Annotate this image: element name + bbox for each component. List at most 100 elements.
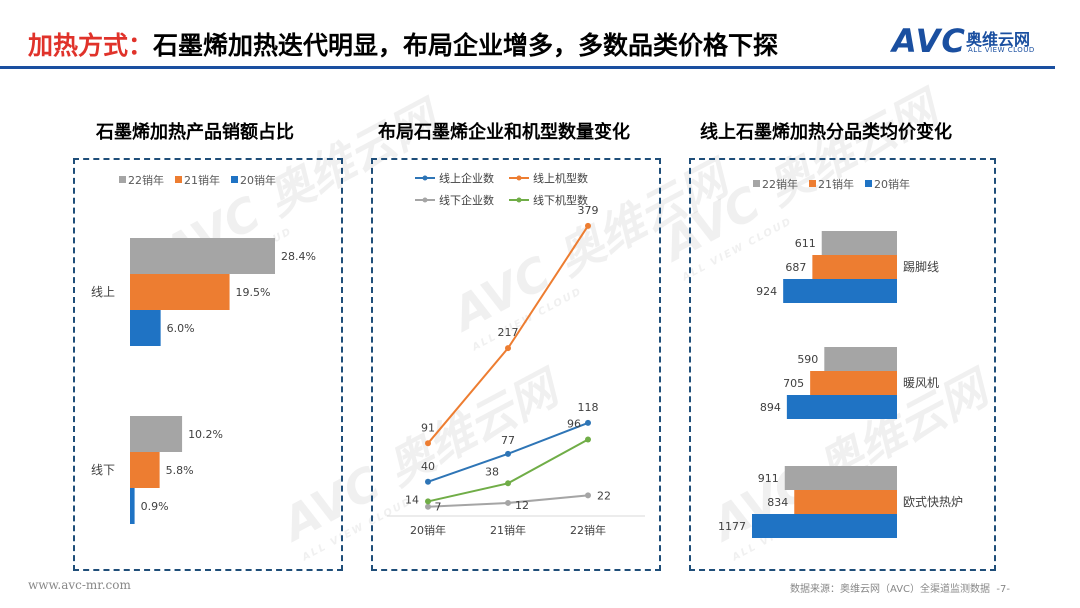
data-label: 96 <box>567 418 581 431</box>
data-label: 40 <box>421 460 435 473</box>
data-label: 7 <box>435 501 442 514</box>
legend-label: 线上机型数 <box>533 171 588 185</box>
data-label: 19.5% <box>236 286 271 299</box>
legend-label: 线下机型数 <box>533 193 588 207</box>
data-label: 834 <box>767 496 788 509</box>
legend-label: 21销年 <box>184 173 220 187</box>
data-label: 14 <box>405 493 419 506</box>
category-label: 暖风机 <box>903 376 939 390</box>
data-point <box>425 478 431 485</box>
legend-swatch <box>231 176 238 183</box>
bar <box>130 452 160 488</box>
bar <box>786 395 897 419</box>
data-label: 590 <box>797 353 818 366</box>
data-label: 0.9% <box>141 500 169 513</box>
data-label: 6.0% <box>167 322 195 335</box>
data-point <box>505 480 511 487</box>
legend-label: 22销年 <box>128 173 164 187</box>
x-tick-label: 20销年 <box>410 523 446 537</box>
bar <box>130 416 183 452</box>
legend-swatch <box>175 176 182 183</box>
data-label: 118 <box>578 401 599 414</box>
source-text: 数据来源：奥维云网（AVC）全渠道监测数据 <box>790 584 991 595</box>
data-label: 687 <box>785 261 806 274</box>
data-point <box>505 345 511 352</box>
chart1-panel: 22销年 21销年 20销年线上 28.4% 19.5% 6.0% 线下 10.2% 5.8% 0… <box>73 158 343 571</box>
data-point <box>585 436 591 443</box>
avc-logo: AVC 奥维云网 ALL VIEW CLOUD <box>892 22 1057 62</box>
chart3-title: 线上石墨烯加热分品类均价变化 <box>700 122 952 143</box>
bar <box>812 255 897 279</box>
legend-marker <box>422 197 428 203</box>
page-number: -7- <box>996 584 1010 595</box>
chart1-title: 石墨烯加热产品销额占比 <box>96 122 294 143</box>
chart2-panel: 线上企业数 线上机型数 线下企业数 线下机型数 20销年 21销年 22销年 40 77 118 9… <box>371 158 661 571</box>
data-label: 911 <box>758 472 779 485</box>
data-label: 894 <box>760 401 781 414</box>
bar <box>821 231 897 255</box>
data-label: 28.4% <box>281 250 316 263</box>
title-prefix: 加热方式： <box>28 31 154 60</box>
legend-swatch <box>119 176 126 183</box>
logo-cn: 奥维云网 <box>966 30 1031 49</box>
data-point <box>585 492 591 499</box>
legend-label: 21销年 <box>818 177 854 191</box>
legend-label: 线下企业数 <box>439 193 494 207</box>
category-label: 踢脚线 <box>903 259 939 274</box>
category-label: 欧式快热炉 <box>903 495 963 509</box>
footer-url[interactable]: www.avc-mr.com <box>28 578 131 592</box>
data-point <box>425 440 431 447</box>
data-label: 12 <box>515 499 529 512</box>
legend-swatch <box>809 180 816 187</box>
x-tick-label: 22销年 <box>570 523 606 537</box>
bar <box>130 274 230 310</box>
data-label: 38 <box>485 465 499 478</box>
legend-marker <box>516 175 522 181</box>
legend-label: 20销年 <box>874 177 910 191</box>
legend-marker <box>516 197 522 203</box>
data-point <box>505 499 511 506</box>
bar <box>784 466 897 490</box>
series-line <box>427 438 589 503</box>
bar <box>810 371 897 395</box>
category-label: 线下 <box>91 463 115 477</box>
chart3-panel: 22销年 21销年 20销年踢脚线 611 687 924 暖风机 590 705 894 欧式快热… <box>689 158 996 571</box>
bar <box>824 347 897 371</box>
legend-swatch <box>865 180 872 187</box>
footer-source: 数据来源：奥维云网（AVC）全渠道监测数据 -7- <box>790 580 1010 595</box>
data-point <box>585 419 591 426</box>
data-label: 611 <box>795 237 816 250</box>
data-label: 705 <box>783 377 804 390</box>
legend-label: 22销年 <box>762 177 798 191</box>
bar <box>130 310 161 346</box>
chart2-title: 布局石墨烯企业和机型数量变化 <box>378 122 630 143</box>
data-label: 91 <box>421 421 435 434</box>
bar <box>783 279 897 303</box>
logo-en: ALL VIEW CLOUD <box>968 46 1035 54</box>
data-point <box>505 450 511 457</box>
data-point <box>585 222 591 229</box>
data-label: 10.2% <box>188 428 223 441</box>
bar <box>794 490 897 514</box>
legend-label: 20销年 <box>240 173 276 187</box>
data-label: 1177 <box>718 520 746 533</box>
bar <box>130 488 135 524</box>
data-point <box>425 498 431 505</box>
data-label: 924 <box>756 285 777 298</box>
legend-swatch <box>753 180 760 187</box>
title-main: 石墨烯加热迭代明显，布局企业增多，多数品类价格下探 <box>153 31 779 60</box>
bar <box>752 514 897 538</box>
x-tick-label: 21销年 <box>490 523 526 537</box>
data-label: 22 <box>597 489 611 502</box>
data-label: 379 <box>578 204 599 217</box>
bar <box>130 238 275 274</box>
logo-mark: AVC <box>892 22 966 60</box>
data-label: 5.8% <box>166 464 194 477</box>
page-title: 加热方式：石墨烯加热迭代明显，布局企业增多，多数品类价格下探 <box>28 26 778 62</box>
legend-label: 线上企业数 <box>439 171 494 185</box>
data-point <box>425 503 431 510</box>
category-label: 线上 <box>91 285 115 299</box>
